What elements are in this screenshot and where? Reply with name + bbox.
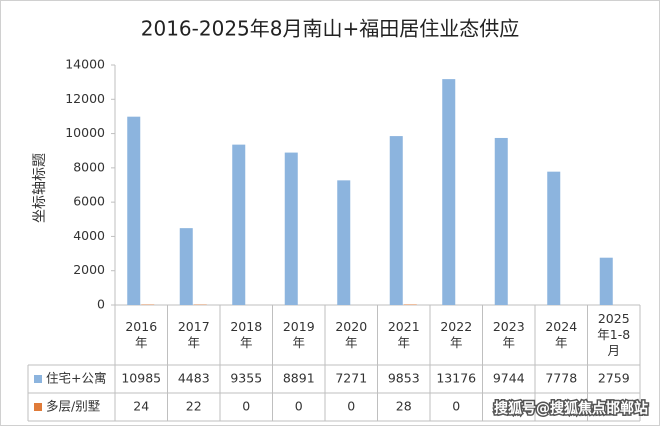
bar [442,79,455,305]
data-label: 10985 [121,371,161,386]
y-tick-label: 10000 [65,125,105,140]
data-label: 8891 [283,371,315,386]
data-label: 0 [242,399,250,414]
watermark: 搜狐号@搜狐焦点邯郸站 [494,400,648,417]
chart-title: 2016-2025年8月南山+福田居住业态供应 [141,17,520,41]
bar [285,153,298,305]
bar [600,258,613,305]
y-tick-label: 0 [97,297,105,312]
y-tick-label: 4000 [73,228,105,243]
legend-label: 住宅+公寓 [46,371,106,386]
data-label: 7778 [545,371,577,386]
bar [180,228,193,305]
bar [495,138,508,305]
data-label: 7271 [335,371,367,386]
bar [337,180,350,305]
y-tick-label: 2000 [73,262,105,277]
data-label: 28 [396,399,412,414]
data-label: 22 [186,399,202,414]
data-label: 4483 [178,371,210,386]
bar [390,136,403,305]
data-label: 9744 [493,371,525,386]
legend-label: 多层/别墅 [46,399,100,414]
bar [232,145,245,305]
y-tick-label: 14000 [65,57,105,72]
data-label: 24 [133,399,149,414]
data-label: 0 [295,399,303,414]
y-tick-label: 6000 [73,194,105,209]
data-label: 0 [347,399,355,414]
data-label: 2759 [598,371,630,386]
data-label: 13176 [436,371,476,386]
data-label: 9853 [388,371,420,386]
legend-key [34,403,42,411]
y-axis-title: 坐标轴标题 [32,153,48,223]
y-tick-label: 8000 [73,159,105,174]
data-label: 0 [452,399,460,414]
y-tick-label: 12000 [65,91,105,106]
bar [127,117,140,305]
legend-key [34,375,42,383]
bar [547,172,560,305]
data-label: 9355 [230,371,262,386]
